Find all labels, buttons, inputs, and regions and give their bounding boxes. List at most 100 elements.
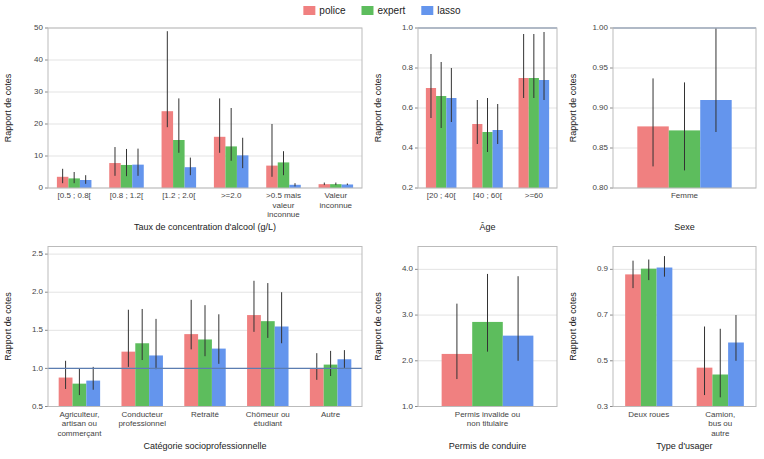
tick-label: 0.9 — [597, 264, 609, 273]
error-bar — [648, 260, 649, 281]
plot-frame — [613, 247, 756, 407]
error-bar — [219, 98, 220, 152]
category-label: [20 ; 40[ — [427, 191, 457, 200]
legend-swatch — [361, 6, 373, 15]
bar: police — [625, 274, 641, 406]
error-bar — [704, 327, 705, 396]
grid-line — [48, 292, 362, 293]
error-bar — [283, 151, 284, 175]
tick-label: 0.5 — [32, 402, 44, 411]
tick-label: 10 — [34, 151, 43, 160]
tick-label: 0.85 — [592, 143, 608, 152]
error-bar — [190, 158, 191, 176]
error-bar — [518, 276, 519, 361]
error-bar — [330, 351, 331, 376]
error-bar — [487, 274, 488, 352]
tick-label: 0.8 — [402, 63, 414, 72]
category-label-line: Agriculteur, — [59, 410, 99, 419]
legend-item: police — [303, 5, 346, 16]
category-label-line: Permis invalide ou — [455, 410, 520, 419]
category-label-line: Retraité — [191, 410, 220, 419]
bar: lasso — [342, 184, 354, 188]
panel: 1.02.03.04.0policeexpertlassoPermis inva… — [373, 247, 557, 453]
category-label-line: commerçant — [57, 429, 102, 438]
error-bar — [430, 54, 431, 118]
error-bar — [156, 319, 157, 369]
error-bar — [533, 34, 534, 98]
tick-label: 0.6 — [402, 103, 414, 112]
category-label-line: bus ou — [708, 419, 732, 428]
chart-container: 01020304050policepolicepolicepolicepolic… — [0, 0, 764, 459]
error-bar — [281, 292, 282, 343]
y-axis-label: Rapport de cotes — [373, 292, 383, 361]
error-bar — [684, 82, 685, 170]
error-bar — [79, 368, 80, 395]
error-bar — [231, 108, 232, 161]
category-label: Retraité — [191, 410, 220, 419]
tick-label: 0.90 — [592, 103, 608, 112]
category-label-line: Femme — [671, 191, 699, 200]
error-bar — [456, 304, 457, 379]
error-bar — [85, 175, 86, 184]
tick-label: 40 — [34, 55, 43, 64]
error-bar — [178, 98, 179, 152]
error-bar — [271, 124, 272, 177]
category-label-line: >0.5 mais — [266, 191, 301, 200]
y-axis-label: Rapport de cotes — [373, 73, 383, 142]
data-marks: policepoliceexpertexpertlassolasso — [625, 256, 744, 406]
category-label-line: inconnue — [320, 201, 353, 210]
grid-line — [613, 269, 756, 270]
plot-frame — [48, 28, 362, 188]
grid-line — [48, 92, 362, 93]
error-bar — [62, 169, 63, 183]
category-label-line: [40 ; 60[ — [473, 191, 503, 200]
category-label-line: professionnel — [118, 419, 166, 428]
grid-line — [613, 68, 756, 69]
tick-label: 1.5 — [32, 325, 44, 334]
legend-label: expert — [377, 5, 405, 16]
error-bar — [715, 28, 716, 132]
plot-frame — [613, 28, 756, 188]
category-label-line: [20 ; 40[ — [427, 191, 457, 200]
error-bar — [142, 309, 143, 360]
category-label-line: >=2.0 — [221, 191, 242, 200]
tick-label: 4.0 — [402, 264, 414, 273]
error-bar — [324, 183, 325, 186]
x-axis-label: Catégorie socioprofessionnelle — [143, 441, 266, 451]
error-bar — [653, 78, 654, 166]
data-marks: policepolicepoliceexpertexpertexpertlass… — [426, 32, 549, 188]
category-label-line: non titulaire — [467, 419, 509, 428]
error-bar — [191, 300, 192, 350]
category-label: [1.2 ; 2.0[ — [162, 191, 196, 200]
data-marks: policepolicepolicepolicepoliceexpertexpe… — [59, 281, 352, 407]
category-label: Autre — [321, 410, 341, 419]
plot-frame — [418, 247, 557, 407]
category-label-line: Chômeur ou — [246, 410, 290, 419]
category-label-line: valeur — [273, 201, 295, 210]
panel: 0.51.01.52.02.5policepolicepolicepolicep… — [3, 247, 362, 451]
figure: 01020304050policepolicepolicepolicepolic… — [0, 0, 764, 459]
error-bar — [316, 353, 317, 380]
category-label: Chômeur ouétudiant — [246, 410, 290, 429]
category-label: Camion,bus ouautre — [705, 410, 735, 438]
grid-line — [418, 68, 557, 69]
x-axis-label: Type d'usager — [656, 441, 712, 451]
category-label: Deux roues — [628, 410, 669, 419]
category-label-line: artisan ou — [62, 419, 97, 428]
x-axis-label: Âge — [479, 222, 495, 232]
category-label: Valeurinconnue — [320, 191, 353, 210]
tick-label: 3.0 — [402, 310, 414, 319]
error-bar — [74, 172, 75, 183]
grid-line — [48, 254, 362, 255]
tick-label: 0 — [39, 183, 44, 192]
error-bar — [267, 283, 268, 338]
error-bar — [344, 350, 345, 368]
y-axis-label: Rapport de cotes — [568, 73, 578, 142]
error-bar — [544, 32, 545, 100]
error-bar — [497, 104, 498, 144]
error-bar — [487, 98, 488, 152]
error-bar — [720, 329, 721, 398]
x-axis-label: Sexe — [674, 222, 695, 232]
category-label: >=60 — [525, 191, 544, 200]
category-label-line: Conducteur — [122, 410, 164, 419]
